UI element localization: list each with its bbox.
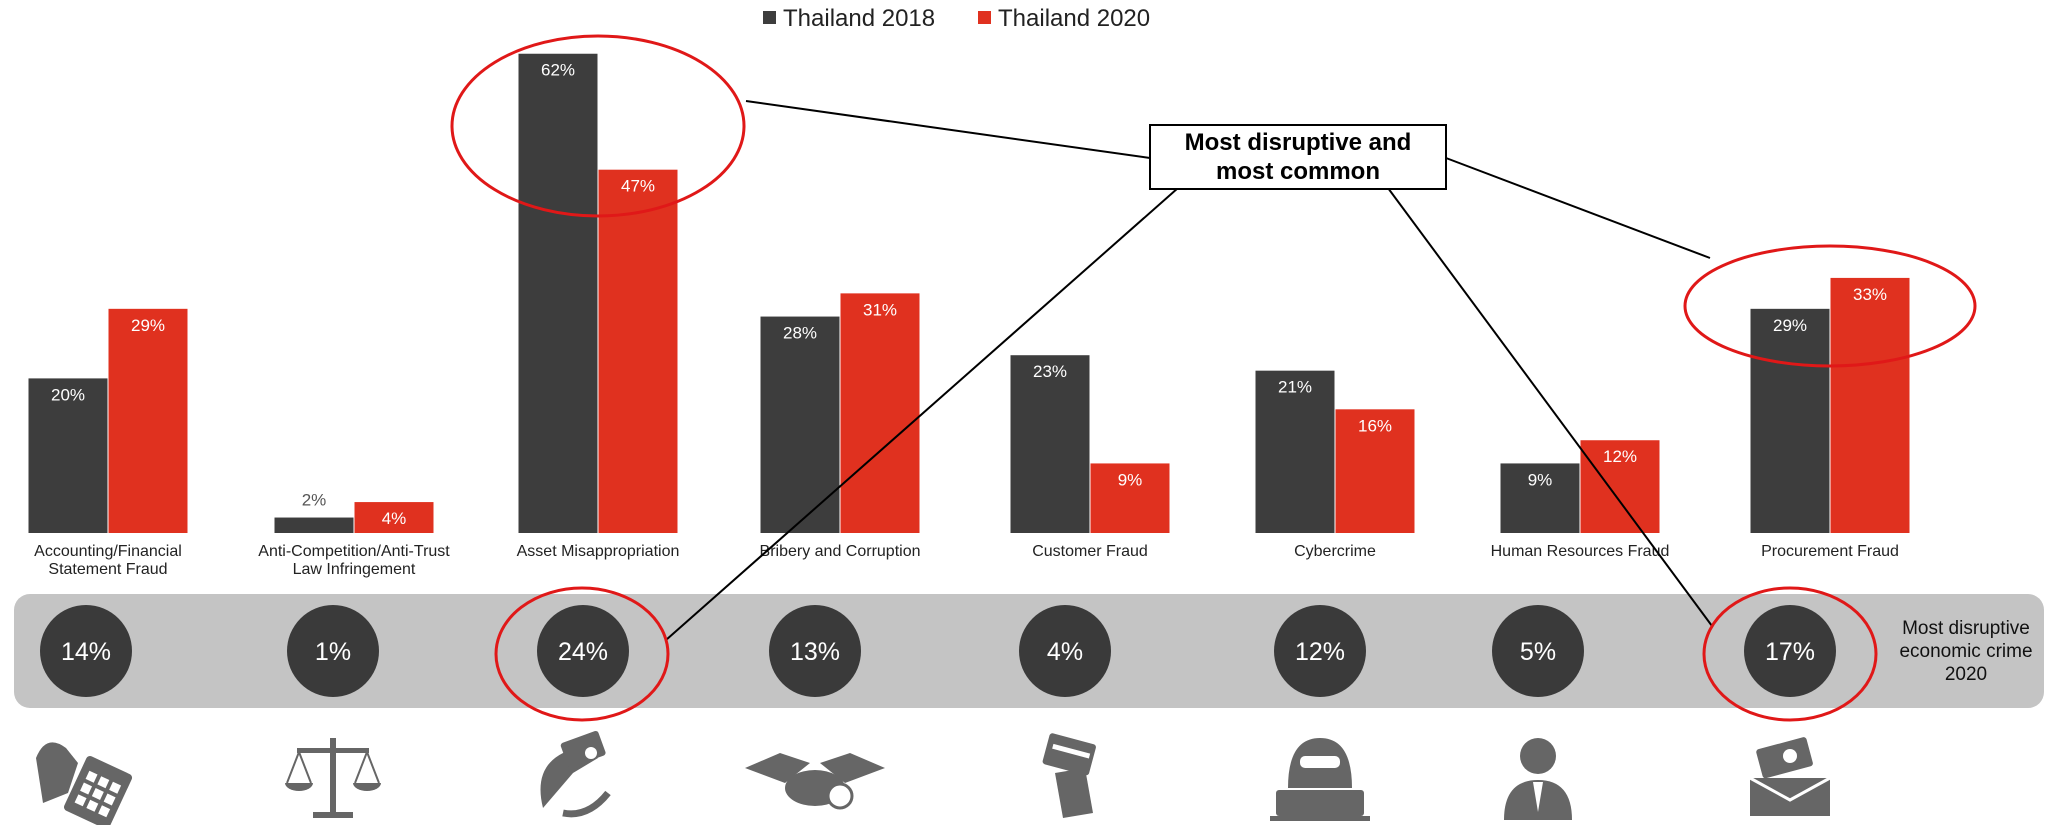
highlight-ellipse-procurement-bars bbox=[1683, 244, 1977, 368]
scales-icon bbox=[285, 738, 381, 818]
disruptive-value-4: 13% bbox=[790, 638, 840, 666]
data-label-2020-1: 29% bbox=[131, 316, 165, 335]
category-label-6: Cybercrime bbox=[1294, 543, 1376, 560]
bars: 20% 29% 2% 4% 62% 47% 28% 31% 23% 9% 21% 16% 9% 12% 29… bbox=[28, 53, 1910, 534]
highlight-ellipse-asset-bars bbox=[450, 34, 746, 218]
disruptive-circle-1 bbox=[40, 605, 132, 697]
legend-swatch-2 bbox=[978, 11, 991, 24]
legend-label-2: Thailand 2020 bbox=[998, 5, 1150, 32]
disruptive-value-3: 24% bbox=[558, 638, 608, 666]
disruptive-circle-5 bbox=[1019, 605, 1111, 697]
bar-2018-6 bbox=[1255, 370, 1335, 533]
bar-2020-3 bbox=[598, 169, 678, 533]
data-label-2018-2: 2% bbox=[302, 491, 327, 510]
disruptive-value-2: 1% bbox=[315, 638, 351, 666]
data-label-2020-4: 31% bbox=[863, 300, 897, 319]
disruptive-circle-8 bbox=[1744, 605, 1836, 697]
bar-2018-3 bbox=[518, 53, 598, 534]
legend-label-1: Thailand 2018 bbox=[783, 5, 935, 32]
bar-2018-7 bbox=[1500, 463, 1580, 533]
data-label-2018-1: 20% bbox=[51, 385, 85, 404]
category-label-8: Procurement Fraud bbox=[1761, 543, 1899, 560]
category-label-7: Human Resources Fraud bbox=[1491, 543, 1670, 560]
disruptive-circle-2 bbox=[287, 605, 379, 697]
data-label-2018-5: 23% bbox=[1033, 362, 1067, 381]
data-label-2020-8: 33% bbox=[1853, 285, 1887, 304]
disruptive-value-1: 14% bbox=[61, 638, 111, 666]
category-label-5: Customer Fraud bbox=[1032, 543, 1148, 560]
data-label-2020-6: 16% bbox=[1358, 416, 1392, 435]
callout-text: Most disruptive and most common bbox=[1185, 129, 1412, 185]
disruptive-circle-4 bbox=[769, 605, 861, 697]
hand-calculator-icon bbox=[36, 742, 133, 825]
highlight-ellipse-asset-circle bbox=[494, 586, 670, 722]
bar-2018-5 bbox=[1010, 355, 1090, 533]
bar-2020-6 bbox=[1335, 409, 1415, 533]
disruptive-value-8: 17% bbox=[1765, 638, 1815, 666]
data-label-2020-2: 4% bbox=[382, 509, 407, 528]
connector-line-1 bbox=[745, 100, 1151, 159]
connector-line-3 bbox=[665, 187, 1179, 641]
connector-line-4 bbox=[1387, 187, 1713, 627]
data-label-2018-8: 29% bbox=[1773, 316, 1807, 335]
money-envelope-icon bbox=[1749, 737, 1831, 816]
legend-swatch-1 bbox=[763, 11, 776, 24]
card-hand-icon bbox=[1042, 733, 1096, 818]
disruptive-value-5: 4% bbox=[1047, 638, 1083, 666]
bar-2020-7 bbox=[1580, 440, 1660, 533]
category-labels: Accounting/Financial Statement Fraud Anti-… bbox=[34, 543, 1899, 578]
disruptive-band: 14% 1% 24% 13% 4% 12% 5% 17% Most disruptive econ… bbox=[14, 594, 2044, 708]
disruptive-circle-3 bbox=[537, 605, 629, 697]
highlight-ellipse-procurement-circle bbox=[1702, 586, 1878, 722]
callout-box bbox=[1149, 124, 1447, 190]
bar-2018-1 bbox=[28, 378, 108, 533]
bar-2020-8 bbox=[1830, 277, 1910, 533]
connector-line-2 bbox=[1445, 157, 1711, 259]
category-label-3: Asset Misappropriation bbox=[517, 543, 680, 560]
disruptive-value-6: 12% bbox=[1295, 638, 1345, 666]
category-label-2: Anti-Competition/Anti-Trust Law Infringem… bbox=[258, 543, 450, 578]
annotations: Most disruptive and most common bbox=[450, 34, 1977, 722]
bar-2018-4 bbox=[760, 316, 840, 533]
bar-2020-2 bbox=[354, 502, 434, 533]
bar-2020-5 bbox=[1090, 463, 1170, 533]
disruptive-value-7: 5% bbox=[1520, 638, 1556, 666]
person-icon bbox=[1504, 738, 1572, 820]
handshake-icon bbox=[745, 753, 885, 810]
data-label-2018-6: 21% bbox=[1278, 378, 1312, 397]
disruptive-circle-6 bbox=[1274, 605, 1366, 697]
category-label-4: Bribery and Corruption bbox=[760, 543, 921, 560]
data-label-2020-5: 9% bbox=[1118, 470, 1143, 489]
data-label-2020-7: 12% bbox=[1603, 447, 1637, 466]
bar-2018-2 bbox=[274, 517, 354, 533]
data-label-2018-4: 28% bbox=[783, 324, 817, 343]
category-icons bbox=[36, 730, 1831, 825]
bar-2020-1 bbox=[108, 308, 188, 533]
disruptive-circle-7 bbox=[1492, 605, 1584, 697]
hacker-icon bbox=[1270, 738, 1370, 821]
data-label-2020-3: 47% bbox=[621, 177, 655, 196]
bar-2018-8 bbox=[1750, 308, 1830, 533]
data-label-2018-7: 9% bbox=[1528, 470, 1553, 489]
disruptive-band-label: Most disruptive economic crime 2020 bbox=[1899, 618, 2032, 685]
money-hand-icon bbox=[540, 730, 611, 818]
data-label-2018-3: 62% bbox=[541, 61, 575, 80]
category-label-1: Accounting/Financial Statement Fraud bbox=[34, 543, 182, 578]
bar-2020-4 bbox=[840, 293, 920, 533]
legend: Thailand 2018 Thailand 2020 bbox=[763, 5, 1150, 32]
